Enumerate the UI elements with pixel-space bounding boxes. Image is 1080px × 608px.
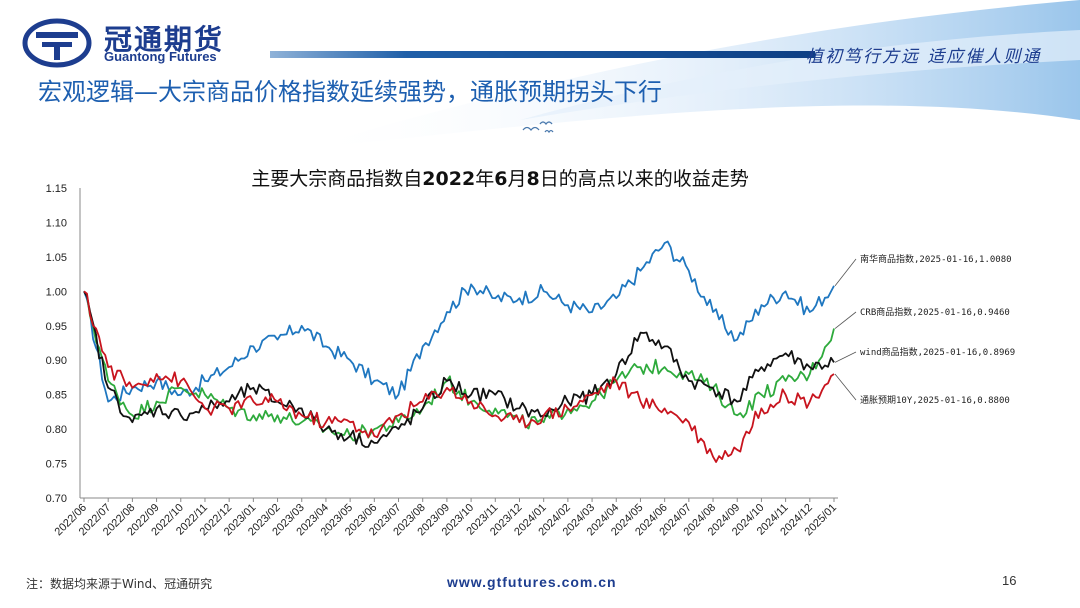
y-tick-label: 1.15	[46, 183, 67, 195]
end-label-leader	[834, 351, 857, 363]
slogan: 植初笃行方远 适应催人则通	[806, 47, 1042, 67]
end-label-leader	[834, 373, 857, 401]
chart-title-part: 6	[494, 168, 508, 190]
y-tick-label: 0.95	[46, 321, 67, 333]
footer-note: 注：数据均来源于Wind、冠通研究	[26, 577, 213, 591]
y-tick-label: 0.70	[46, 493, 67, 505]
series-end-label: 南华商品指数,2025-01-16,1.0080	[860, 253, 1012, 265]
series-line-2	[83, 290, 835, 448]
guantong-logo-icon	[22, 18, 92, 68]
series-line-1	[83, 290, 835, 442]
chart-title-part: 月	[507, 168, 527, 190]
series-end-label: CRB商品指数,2025-01-16,0.9460	[860, 306, 1010, 318]
y-tick-label: 0.90	[46, 355, 67, 367]
chart-title-part: 年	[475, 168, 495, 190]
y-tick-label: 1.00	[46, 286, 67, 298]
footer-url[interactable]: www.gtfutures.com.cn	[447, 574, 617, 590]
chart-title-part: 主要大宗商品指数自	[251, 168, 423, 190]
y-tick-label: 1.10	[46, 217, 67, 229]
series-line-3	[83, 290, 835, 463]
chart-title: 主要大宗商品指数自2022年6月8日的高点以来的收益走势	[0, 164, 1000, 191]
chart-title-part: 8	[526, 168, 540, 190]
chart-title-part: 2022	[422, 168, 476, 190]
brand-name-cn: 冠通期货	[104, 23, 225, 56]
chart-title-part: 日的高点以来的收益走势	[539, 168, 749, 190]
series-end-label: 通胀预期10Y,2025-01-16,0.8800	[860, 395, 1010, 406]
page-number: 16	[1002, 573, 1017, 588]
end-label-leader	[834, 311, 857, 329]
y-tick-label: 1.05	[46, 252, 67, 264]
slide-title: 宏观逻辑—大宗商品价格指数延续强势，通胀预期拐头下行	[38, 78, 662, 106]
y-tick-label: 0.85	[46, 390, 67, 402]
y-tick-label: 0.75	[46, 459, 67, 471]
header-bar	[270, 51, 815, 58]
y-tick-label: 0.80	[46, 424, 67, 436]
series-end-label: wind商品指数,2025-01-16,0.8969	[860, 346, 1015, 358]
series-line-0	[83, 240, 835, 403]
end-label-leader	[834, 258, 857, 287]
brand-name-en: Guantong Futures	[104, 49, 217, 64]
